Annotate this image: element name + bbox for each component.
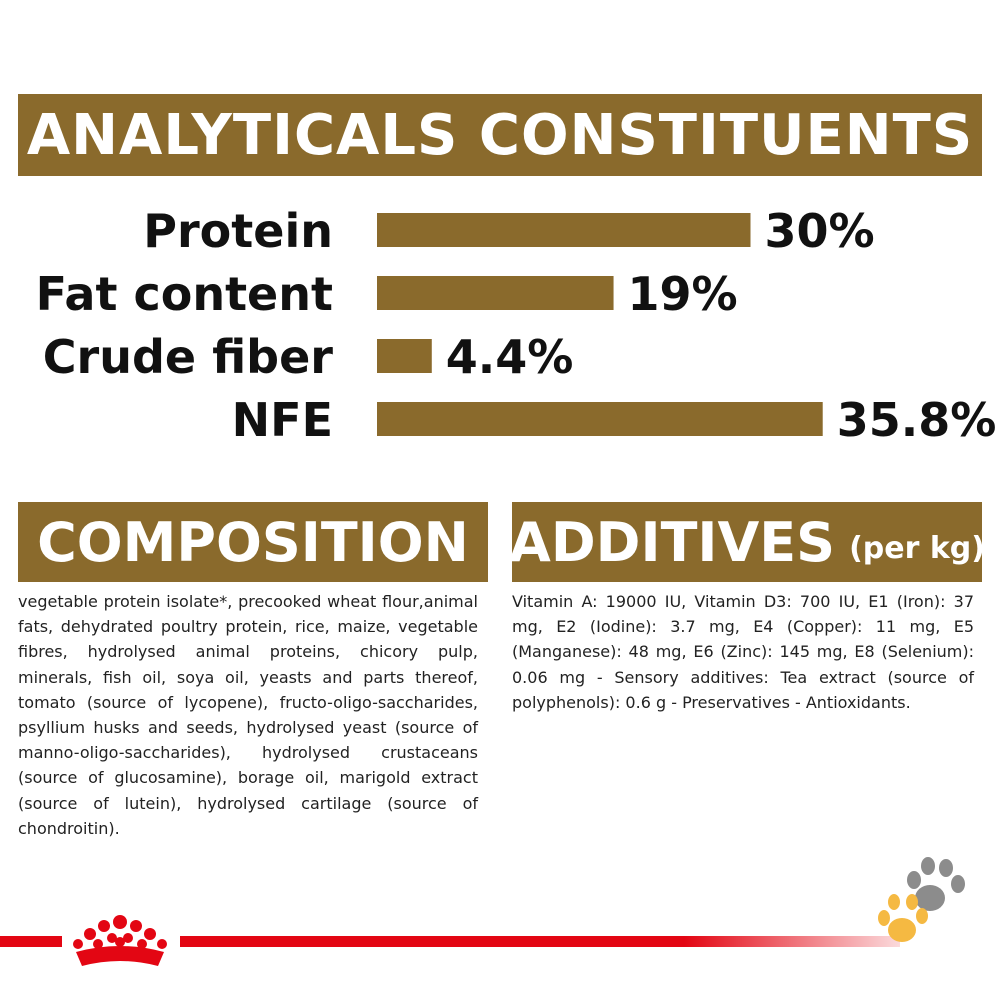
additives-text: Vitamin A: 19000 IU, Vitamin D3: 700 IU,… bbox=[512, 592, 974, 712]
additives-unit: (per kg) bbox=[849, 530, 985, 566]
additives-title: ADDITIVES bbox=[509, 510, 836, 574]
value-label: 19% bbox=[628, 267, 738, 321]
royal-canin-crown-icon bbox=[73, 915, 167, 966]
category-label: NFE bbox=[232, 393, 333, 447]
composition-banner: COMPOSITION bbox=[18, 502, 488, 582]
bar bbox=[377, 276, 614, 310]
brand-stripe-right bbox=[180, 936, 900, 947]
analyticals-banner: ANALYTICALS CONSTITUENTS bbox=[18, 94, 982, 176]
analyticals-title: ANALYTICALS CONSTITUENTS bbox=[26, 102, 974, 168]
category-label: Crude fiber bbox=[43, 330, 334, 384]
category-label: Protein bbox=[143, 204, 333, 258]
value-label: 4.4% bbox=[446, 330, 574, 384]
bar bbox=[377, 339, 432, 373]
bar bbox=[377, 213, 751, 247]
composition-title: COMPOSITION bbox=[37, 510, 469, 574]
composition-text: vegetable protein isolate*, precooked wh… bbox=[18, 592, 478, 838]
paw-prints-icon bbox=[878, 857, 965, 942]
value-label: 30% bbox=[765, 204, 875, 258]
bar bbox=[377, 402, 823, 436]
value-label: 35.8% bbox=[837, 393, 997, 447]
brand-stripe-left bbox=[0, 936, 62, 947]
constituents-chart: Protein 30% Fat content 19% Crude fiber 4.4% N… bbox=[36, 204, 997, 447]
additives-banner: ADDITIVES (per kg) bbox=[509, 502, 985, 582]
category-label: Fat content bbox=[36, 267, 333, 321]
